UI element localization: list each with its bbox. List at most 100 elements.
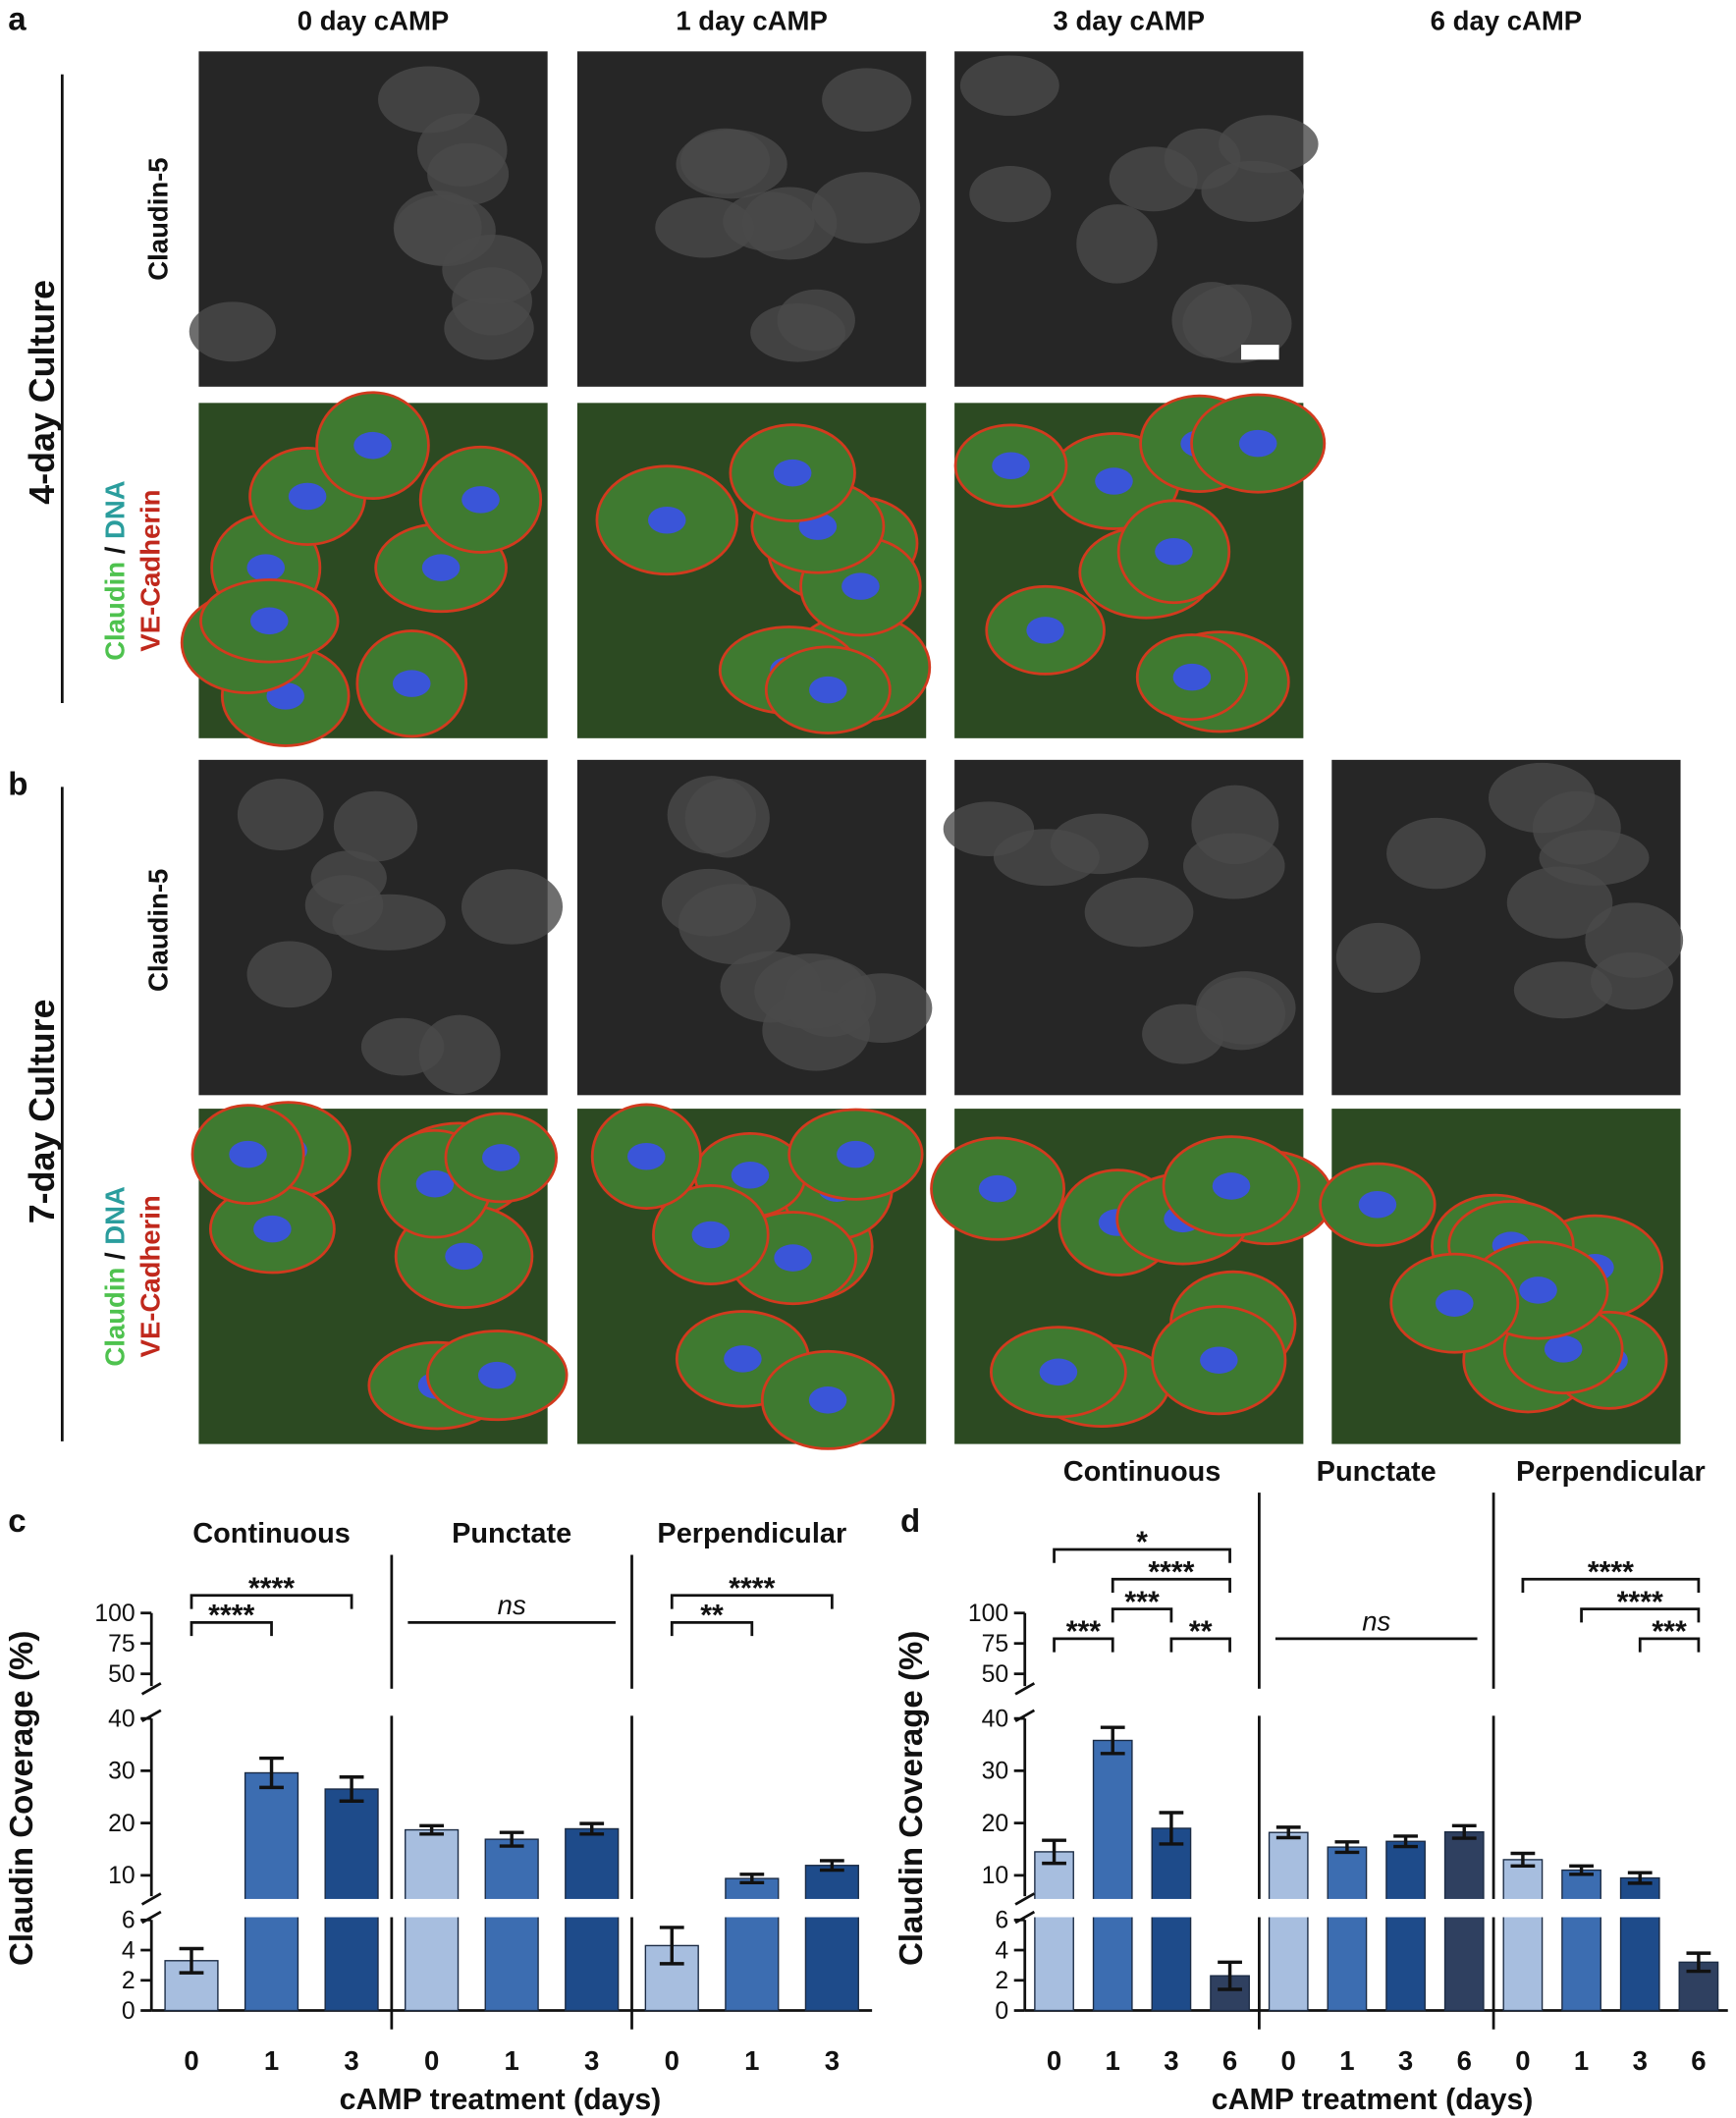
bar	[1502, 1859, 1544, 2012]
cell	[237, 779, 324, 851]
error-bar	[1042, 1838, 1066, 1866]
stain-label: Claudin-5	[143, 157, 174, 280]
cell	[246, 941, 332, 1008]
error-bar	[819, 1859, 844, 1873]
bar	[1268, 1831, 1309, 2012]
significance-label: *	[1136, 1527, 1148, 1559]
column-header: 6 day cAMP	[1431, 5, 1582, 35]
nucleus	[229, 1140, 267, 1168]
nucleus	[1358, 1190, 1397, 1219]
nucleus	[627, 1142, 666, 1170]
significance-bracket	[1521, 1577, 1701, 1594]
cell	[189, 301, 276, 362]
error-bar	[499, 1830, 524, 1848]
y-tick-label: 4	[122, 1937, 136, 1964]
micrograph	[576, 1103, 927, 1450]
nucleus	[691, 1221, 731, 1249]
error-bar	[1510, 1851, 1536, 1869]
axis-break	[137, 1898, 875, 1918]
cell	[750, 302, 846, 362]
nucleus	[353, 431, 392, 460]
y-tick-label: 100	[94, 1601, 135, 1627]
significance-bracket	[1111, 1577, 1231, 1594]
x-tick-label: 1	[744, 2045, 759, 2076]
micrograph	[576, 759, 933, 1096]
x-tick-label: 0	[1281, 2045, 1296, 2076]
significance-label: ****	[1617, 1586, 1663, 1618]
cell	[678, 884, 790, 965]
y-tick-label: 0	[995, 1998, 1008, 2025]
x-axis-label: cAMP treatment (days)	[340, 2084, 662, 2116]
cell	[667, 776, 757, 854]
error-bar	[179, 1946, 204, 1975]
nucleus	[774, 1244, 812, 1272]
stain-label: Claudin-5	[143, 869, 174, 992]
significance-label: ns	[498, 1590, 526, 1620]
significance-bracket	[190, 1620, 273, 1637]
significance-bracket	[1169, 1637, 1231, 1653]
significance-bracket	[1638, 1637, 1701, 1653]
significance-bracket	[1580, 1607, 1701, 1623]
cell	[310, 850, 387, 905]
significance-label: ****	[1588, 1556, 1634, 1589]
column-header: 1 day cAMP	[676, 5, 827, 35]
x-tick-label: 3	[1398, 2045, 1413, 2076]
micrographs	[180, 51, 1684, 1450]
x-tick-label: 1	[1106, 2045, 1120, 2076]
nucleus	[1544, 1335, 1583, 1363]
stain-claudin: Claudin	[100, 562, 131, 661]
nucleus	[1200, 1346, 1238, 1374]
micrograph	[576, 403, 932, 738]
nucleus	[482, 1144, 520, 1171]
bar	[1619, 1876, 1660, 2012]
nucleus	[246, 554, 286, 581]
scale-bar	[1241, 345, 1279, 360]
error-bar	[1393, 1834, 1418, 1849]
bar	[1385, 1840, 1426, 2012]
micrograph	[1319, 1109, 1681, 1444]
axis-break	[1010, 1688, 1731, 1716]
axis-break	[1010, 1898, 1731, 1918]
bar	[804, 1865, 859, 2012]
x-tick-label: 0	[424, 2045, 439, 2076]
stain-label: VE-Cadherin	[135, 490, 165, 652]
x-tick-label: 3	[1164, 2045, 1178, 2076]
bar	[565, 1827, 620, 2012]
cell	[1076, 204, 1158, 284]
nucleus	[808, 1386, 847, 1414]
y-tick-label: 100	[968, 1601, 1008, 1627]
column-header: 0 day cAMP	[298, 5, 449, 35]
significance-label: **	[700, 1600, 724, 1632]
bar	[1151, 1827, 1192, 2012]
stain-slash: /	[100, 546, 131, 554]
panel-label: a	[8, 1, 27, 37]
micrograph	[198, 759, 564, 1096]
cell	[378, 66, 480, 134]
cell	[444, 297, 534, 360]
micrograph	[943, 759, 1304, 1096]
y-tick-label: 4	[995, 1937, 1008, 1964]
nucleus	[1095, 467, 1133, 495]
micrograph	[180, 391, 548, 747]
row-label: 7-day Culture	[23, 999, 62, 1223]
y-tick-label: 50	[982, 1661, 1009, 1688]
stain-label: Claudin / DNA	[100, 480, 131, 661]
micrograph	[954, 51, 1319, 387]
nucleus	[1238, 429, 1277, 458]
error-bar	[1569, 1864, 1594, 1876]
cell	[332, 894, 446, 950]
cell	[1142, 1004, 1224, 1064]
cell	[1335, 922, 1421, 994]
x-tick-label: 3	[825, 2045, 840, 2076]
micrograph	[930, 1109, 1334, 1444]
bar	[1561, 1869, 1601, 2012]
bar-chart: Claudin Coverage (%) cAMP treatment (days…	[4, 1518, 875, 2116]
cell	[461, 869, 564, 945]
group-header: Punctate	[452, 1518, 571, 1549]
stain-label: VE-Cadherin	[135, 1195, 165, 1357]
cell	[969, 166, 1052, 223]
x-tick-label: 0	[1515, 2045, 1530, 2076]
nucleus	[461, 486, 500, 514]
stain-slash: /	[100, 1252, 131, 1260]
